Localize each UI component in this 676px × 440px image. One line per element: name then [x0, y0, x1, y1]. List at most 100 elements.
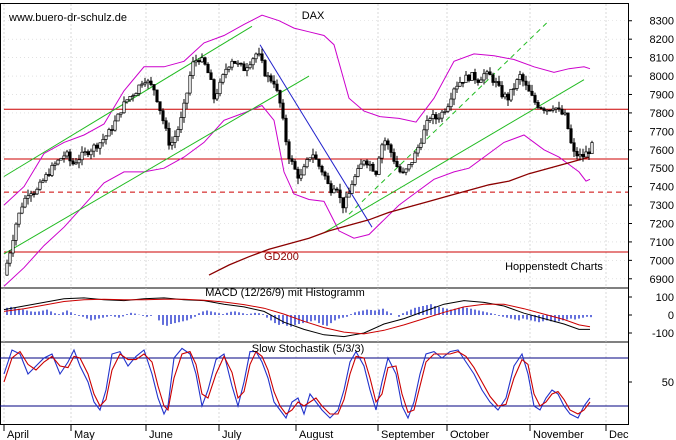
candle-body	[581, 154, 585, 158]
candle-body	[143, 82, 147, 85]
candle-body	[233, 60, 237, 64]
candle-body	[218, 81, 222, 95]
month-label: May	[74, 429, 95, 440]
candle-body	[101, 139, 105, 144]
candle-body	[536, 102, 540, 108]
candle-body	[263, 60, 267, 77]
candle-body	[398, 166, 402, 173]
price-tick-label: 7900	[650, 89, 674, 101]
candle-body	[320, 165, 324, 173]
candle-body	[53, 163, 57, 166]
candle-body	[110, 129, 114, 131]
candle-body	[20, 206, 24, 214]
candle-body	[224, 68, 228, 75]
candle-body	[482, 73, 486, 81]
month-label: August	[299, 429, 333, 440]
price-tick-label: 6900	[650, 274, 674, 286]
candle-body	[254, 53, 258, 60]
bollinger-lower	[3, 104, 591, 287]
month-label: July	[222, 429, 242, 440]
candle-body	[374, 170, 378, 175]
candle-body	[278, 90, 282, 104]
candle-body	[572, 142, 576, 152]
candle-body	[527, 84, 531, 92]
candle-body	[512, 88, 516, 90]
candle-body	[158, 101, 162, 112]
blue-trend-line	[259, 44, 373, 228]
candle-body	[281, 102, 285, 119]
candle-body	[269, 75, 273, 82]
candle-body	[302, 166, 306, 176]
candle-body	[425, 120, 429, 131]
bollinger-upper	[3, 14, 591, 206]
candle-body	[308, 157, 312, 160]
candle-body	[116, 113, 120, 122]
candle-body	[152, 84, 156, 91]
candle-body	[206, 63, 210, 74]
candle-body	[245, 67, 249, 72]
candle-body	[17, 212, 21, 225]
price-tick-label: 7800	[650, 108, 674, 120]
candle-body	[371, 163, 375, 172]
candle-body	[296, 168, 300, 179]
month-label: June	[149, 429, 173, 440]
candle-body	[155, 89, 159, 103]
candle-body	[539, 107, 543, 110]
candle-body	[545, 109, 549, 112]
candle-body	[236, 62, 240, 65]
stochastic-k-line	[3, 347, 591, 420]
price-tick-label: 7000	[650, 255, 674, 267]
candle-body	[440, 111, 444, 119]
candle-body	[356, 168, 360, 177]
candle-body	[275, 83, 279, 91]
price-tick-label: 8300	[650, 16, 674, 28]
candle-body	[437, 117, 441, 120]
gd200-label: GD200	[264, 251, 299, 263]
candle-body	[422, 129, 426, 144]
macd-signal-line	[3, 298, 591, 335]
candle-body	[200, 57, 204, 63]
candle-body	[272, 80, 276, 85]
candle-body	[434, 114, 438, 120]
chart-title: DAX	[302, 10, 325, 22]
candle-body	[413, 152, 417, 163]
candle-body	[125, 99, 129, 103]
candle-body	[431, 114, 435, 119]
candle-body	[458, 81, 462, 87]
candle-body	[410, 162, 414, 165]
candle-body	[197, 60, 201, 63]
candle-body	[524, 80, 528, 86]
candle-body	[299, 174, 303, 179]
candle-body	[191, 61, 195, 76]
candle-body	[35, 188, 39, 195]
candle-body	[92, 144, 96, 152]
axes: April May June July August September October No…	[3, 16, 674, 440]
candle-body	[326, 175, 330, 184]
candle-body	[146, 80, 150, 84]
candle-body	[566, 112, 570, 130]
candle-body	[227, 66, 231, 70]
candle-body	[86, 151, 90, 156]
candle-body	[416, 146, 420, 154]
candle-body	[407, 164, 411, 170]
candle-body	[287, 141, 291, 160]
candle-body	[194, 60, 198, 63]
grid	[0, 3, 629, 425]
candle-body	[587, 151, 591, 155]
candle-body	[569, 128, 573, 144]
candle-body	[476, 79, 480, 83]
candle-body	[311, 154, 315, 159]
price-tick-label: 7500	[650, 163, 674, 175]
macd-tick-label: 100	[656, 292, 674, 304]
candle-body	[347, 193, 351, 198]
gd200-line	[208, 156, 590, 276]
candle-body	[452, 88, 456, 100]
candle-body	[95, 144, 99, 149]
candle-body	[26, 195, 30, 199]
candle-body	[14, 223, 18, 241]
green-trend-line	[348, 20, 550, 215]
candle-body	[353, 176, 357, 185]
candle-body	[161, 110, 165, 122]
candle-body	[344, 196, 348, 209]
candle-body	[329, 183, 333, 194]
